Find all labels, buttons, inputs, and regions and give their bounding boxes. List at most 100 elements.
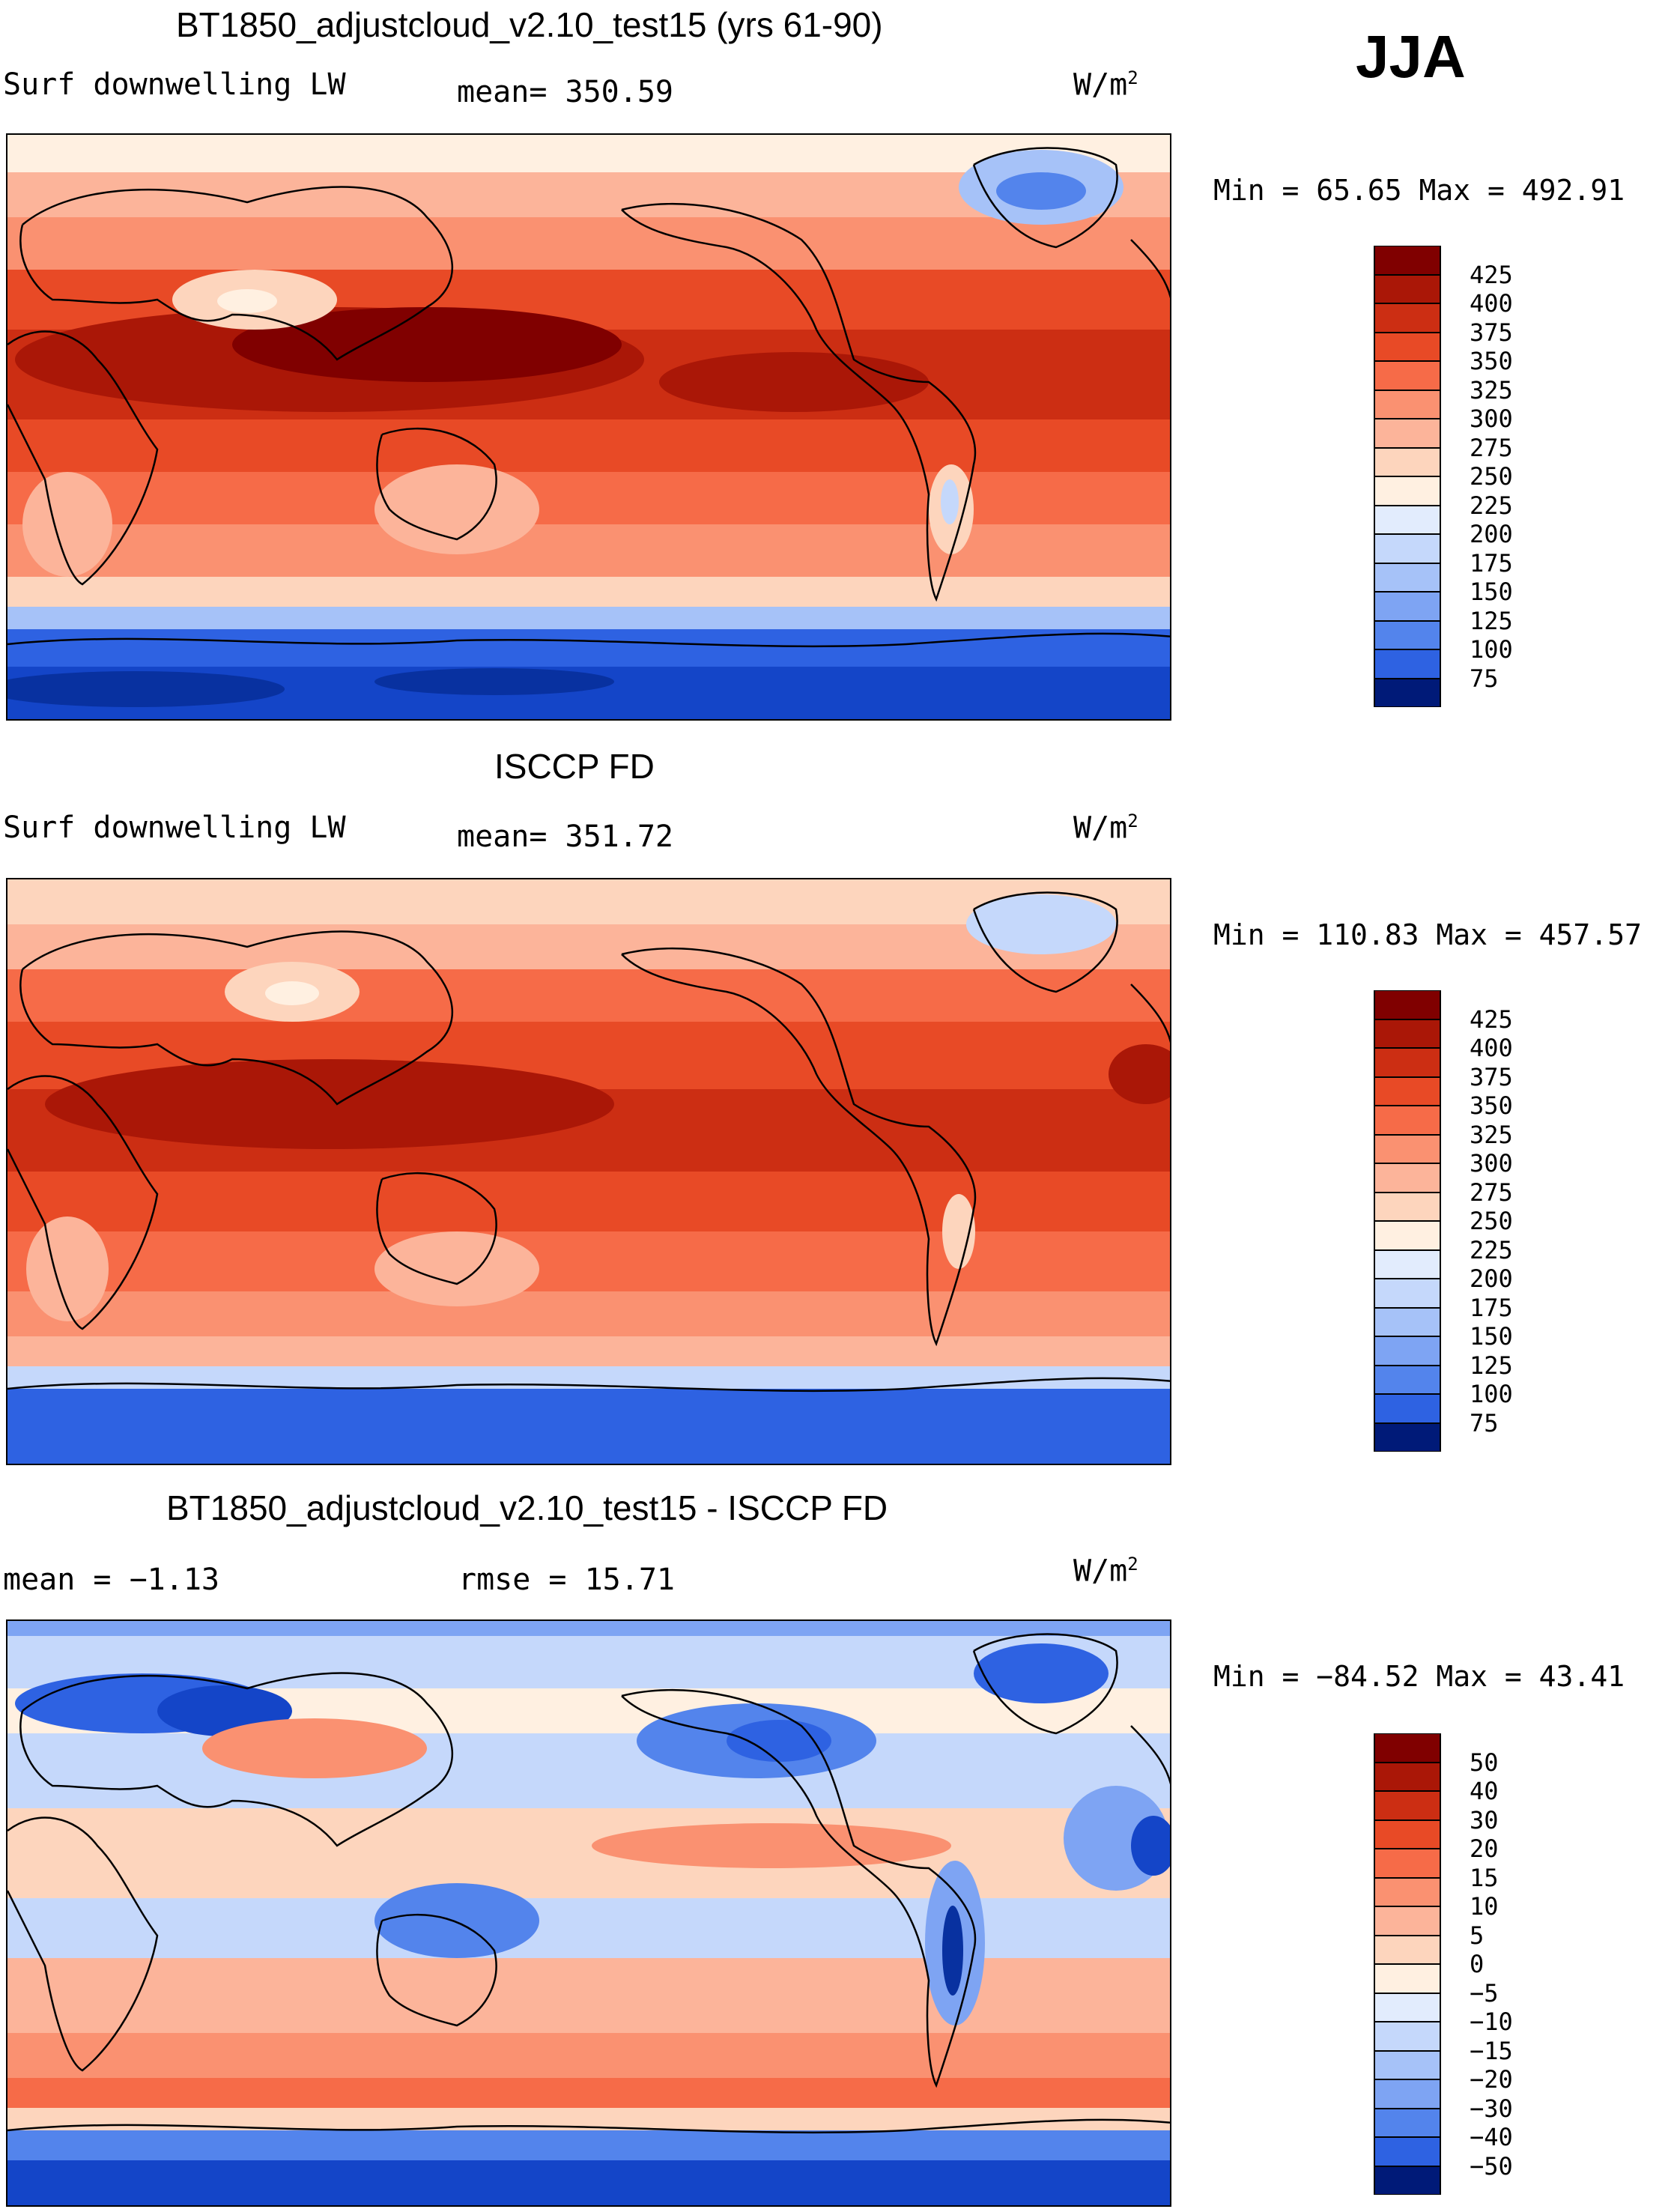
colorbar-label: 10 xyxy=(1470,1892,1499,1921)
colorbar-label: 50 xyxy=(1470,1748,1499,1777)
colorbar-swatch xyxy=(1374,649,1441,679)
colorbar-swatch xyxy=(1374,1422,1441,1452)
colorbar-label: 75 xyxy=(1470,1408,1499,1437)
colorbar-label: 350 xyxy=(1470,347,1513,375)
colorbar-swatch xyxy=(1374,620,1441,649)
colorbar-swatch xyxy=(1374,1906,1441,1936)
colorbar-label: 250 xyxy=(1470,1207,1513,1235)
panel-1-units: W/m2 xyxy=(1073,67,1138,103)
colorbar-swatch xyxy=(1374,419,1441,448)
colorbar-swatch xyxy=(1374,1249,1441,1279)
colorbar-swatch xyxy=(1374,2166,1441,2195)
colorbar-swatch xyxy=(1374,1964,1441,1993)
colorbar-swatch xyxy=(1374,476,1441,506)
panel-3-title: BT1850_adjustcloud_v2.10_test15 - ISCCP … xyxy=(166,1488,888,1527)
colorbar-swatch xyxy=(1374,332,1441,361)
panel-1-colorbar: 425 400 375 350 325 300 275 250 225 200 175 150 125 1… xyxy=(1374,246,1513,707)
colorbar-label: 175 xyxy=(1470,1293,1513,1322)
colorbar-label: 200 xyxy=(1470,1264,1513,1293)
panel-2-colorbar: 425 400 375 350 325 300 275 250 225 200 175 150 125 1… xyxy=(1374,990,1513,1452)
colorbar-label: −20 xyxy=(1470,2065,1513,2094)
colorbar-label: 175 xyxy=(1470,548,1513,578)
colorbar-swatch xyxy=(1374,1993,1441,2022)
colorbar-label: −30 xyxy=(1470,2094,1513,2123)
panel-3-map xyxy=(6,1619,1171,2207)
colorbar-swatch xyxy=(1374,1877,1441,1906)
colorbar-label: 375 xyxy=(1470,1062,1513,1091)
colorbar-swatch xyxy=(1374,1192,1441,1221)
colorbar-swatch xyxy=(1374,447,1441,476)
colorbar-swatch xyxy=(1374,2022,1441,2051)
colorbar-label: 125 xyxy=(1470,606,1513,635)
colorbar-label: 250 xyxy=(1470,462,1513,491)
panel-1-mean-label: mean= 350.59 xyxy=(457,75,673,109)
panel-2-map xyxy=(6,878,1171,1465)
colorbar-label: 425 xyxy=(1470,1005,1513,1034)
panel-2-variable-label: Surf downwelling LW xyxy=(3,810,346,845)
panel-1-variable-label: Surf downwelling LW xyxy=(3,67,346,102)
panel-3-colorbar: 50 40 30 20 15 10 5 0 −5 −10 −15 −20 −30 −40 −50 xyxy=(1374,1733,1513,2195)
colorbar-label: −10 xyxy=(1470,2008,1513,2036)
colorbar-swatch xyxy=(1374,361,1441,390)
colorbar-swatch xyxy=(1374,505,1441,534)
panel-3-minmax: Min = −84.52 Max = 43.41 xyxy=(1213,1660,1625,1693)
panel-1-map xyxy=(6,133,1171,721)
colorbar-swatch xyxy=(1374,1221,1441,1250)
colorbar-swatch xyxy=(1374,2079,1441,2109)
colorbar-label: 275 xyxy=(1470,1178,1513,1207)
colorbar-label: 275 xyxy=(1470,433,1513,462)
colorbar-label: 325 xyxy=(1470,1120,1513,1149)
colorbar-label: −5 xyxy=(1470,1978,1499,2008)
panel-1-minmax: Min = 65.65 Max = 492.91 xyxy=(1213,174,1625,207)
colorbar-swatch xyxy=(1374,1365,1441,1394)
colorbar-swatch xyxy=(1374,2108,1441,2137)
colorbar-swatch xyxy=(1374,534,1441,563)
colorbar-label: 20 xyxy=(1470,1834,1499,1863)
colorbar-swatch xyxy=(1374,990,1441,1019)
colorbar-label: 40 xyxy=(1470,1777,1499,1805)
panel-2-map-svg xyxy=(7,879,1170,1464)
panel-1-map-svg xyxy=(7,135,1170,719)
panel-3-rmse-label: rmse = 15.71 xyxy=(458,1563,675,1597)
colorbar-swatch xyxy=(1374,1791,1441,1820)
colorbar-label: 375 xyxy=(1470,318,1513,347)
colorbar-swatch xyxy=(1374,678,1441,707)
colorbar-swatch xyxy=(1374,592,1441,621)
colorbar-label: 5 xyxy=(1470,1921,1485,1950)
colorbar-swatch xyxy=(1374,1819,1441,1849)
panel-2-units: W/m2 xyxy=(1073,810,1138,846)
colorbar-label: 225 xyxy=(1470,491,1513,520)
colorbar-label: 15 xyxy=(1470,1863,1499,1892)
colorbar-label: 30 xyxy=(1470,1805,1499,1834)
colorbar-label: 100 xyxy=(1470,635,1513,664)
colorbar-label: −40 xyxy=(1470,2123,1513,2151)
colorbar-label: 75 xyxy=(1470,664,1499,693)
panel-2-mean-label: mean= 351.72 xyxy=(457,819,673,854)
colorbar-swatch xyxy=(1374,1307,1441,1336)
panel-3-units: W/m2 xyxy=(1073,1554,1138,1589)
colorbar-swatch xyxy=(1374,1279,1441,1308)
colorbar-label: 400 xyxy=(1470,1034,1513,1062)
colorbar-swatch xyxy=(1374,1762,1441,1791)
colorbar-label: 125 xyxy=(1470,1351,1513,1380)
colorbar-swatch xyxy=(1374,274,1441,303)
colorbar-label: 150 xyxy=(1470,578,1513,606)
colorbar-label: 100 xyxy=(1470,1380,1513,1408)
panel-3-map-svg xyxy=(7,1621,1170,2205)
colorbar-swatch xyxy=(1374,1163,1441,1193)
panel-2-title: ISCCP FD xyxy=(494,747,655,786)
panel-1-title: BT1850_adjustcloud_v2.10_test15 (yrs 61-… xyxy=(176,5,883,44)
colorbar-swatch xyxy=(1374,303,1441,333)
colorbar-label: 150 xyxy=(1470,1322,1513,1351)
colorbar-label: 200 xyxy=(1470,520,1513,548)
colorbar-label: 350 xyxy=(1470,1091,1513,1120)
colorbar-swatch xyxy=(1374,2050,1441,2079)
colorbar-swatch xyxy=(1374,246,1441,275)
colorbar-label: −15 xyxy=(1470,2036,1513,2065)
colorbar-label: 425 xyxy=(1470,260,1513,289)
colorbar-label: 300 xyxy=(1470,404,1513,433)
colorbar-label: 325 xyxy=(1470,375,1513,404)
colorbar-swatch xyxy=(1374,390,1441,419)
colorbar-swatch xyxy=(1374,1849,1441,1878)
colorbar-swatch xyxy=(1374,1106,1441,1135)
